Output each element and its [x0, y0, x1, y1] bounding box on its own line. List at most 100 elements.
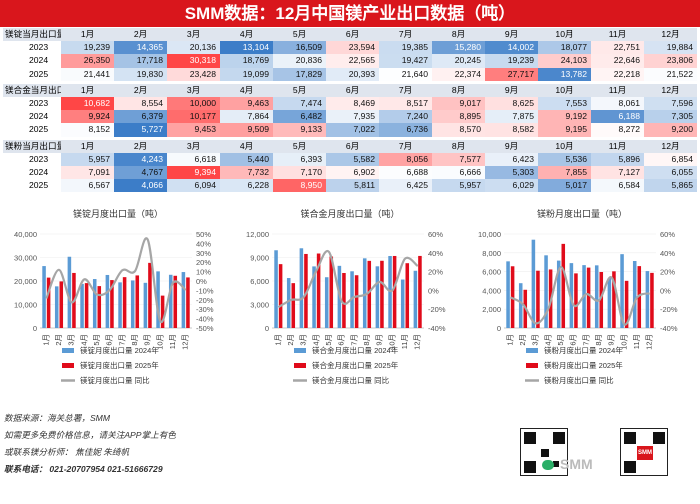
chart-title: 镁粉月度出口量（吨） [537, 208, 627, 219]
y-tick-label: 8,000 [482, 249, 501, 258]
yoy-line [45, 237, 187, 323]
table-cell: 9,463 [220, 96, 273, 111]
y-tick-label: 0 [497, 324, 501, 333]
bar-2025 [637, 266, 642, 328]
table-cell: 7,240 [379, 110, 432, 124]
table-cell: 8,625 [485, 96, 538, 111]
table-cell: 6,482 [273, 110, 326, 124]
table-cell: 7,596 [644, 96, 697, 111]
table-cell: 19,239 [485, 54, 538, 68]
y2-tick-label: -40% [660, 324, 678, 333]
x-tick-label: 8月 [594, 334, 603, 346]
table-row: 2024 9,924 6,379 10,177 7,864 6,482 7,935 7,240… [3, 110, 697, 124]
table-row: 2024 7,091 4,767 9,394 7,732 7,170 6,902 6,688 6… [3, 165, 697, 180]
x-tick-label: 10月 [155, 334, 164, 350]
legend-label: 镁合金月度出口量 2024年 [312, 345, 399, 355]
month-header: 12月 [644, 28, 697, 42]
table-cell: 8,554 [114, 96, 167, 111]
table-cell: 8,517 [379, 96, 432, 111]
table-cell: 8,061 [591, 96, 644, 111]
y2-tick-label: -40% [196, 315, 214, 324]
y2-tick-label: 60% [660, 230, 675, 239]
x-tick-label: 4月 [543, 334, 552, 346]
table-cell: 13,104 [220, 41, 273, 55]
bar-2024 [168, 274, 173, 328]
month-header: 11月 [591, 83, 644, 97]
y-tick-label: 6,000 [482, 268, 501, 277]
table-cell: 20,245 [432, 54, 485, 68]
x-tick-label: 9月 [143, 334, 152, 346]
y2-tick-label: -50% [196, 324, 214, 333]
bar-2024 [324, 277, 329, 328]
table-cell: 10,682 [61, 96, 114, 111]
bar-2025 [599, 272, 604, 328]
bar-2024 [506, 261, 510, 328]
table-cell: 7,732 [220, 165, 273, 180]
y-tick-label: 40,000 [14, 230, 37, 239]
table-cell: 22,751 [591, 41, 644, 55]
y2-tick-label: -10% [196, 286, 214, 295]
bar-2025 [316, 253, 321, 328]
table-row: 2025 21,441 19,830 23,428 19,099 17,829 20,393… [3, 67, 697, 81]
table-cell: 7,577 [432, 152, 485, 166]
y2-tick-label: 50% [196, 230, 211, 239]
y-tick-label: 0 [265, 324, 269, 333]
table-cell: 6,379 [114, 110, 167, 124]
table-cell: 5,811 [326, 179, 379, 193]
x-tick-label: 2月 [518, 334, 527, 346]
y-tick-label: 9,000 [250, 254, 269, 263]
table-cell: 6,854 [644, 152, 697, 166]
table-cell: 5,957 [61, 152, 114, 166]
table-cell: 23,428 [167, 67, 220, 81]
y2-tick-label: 20% [428, 268, 443, 277]
bar-2024 [274, 250, 278, 328]
y2-tick-label: 0% [428, 286, 439, 295]
table-cell: 6,029 [485, 179, 538, 193]
bar-2025 [561, 243, 566, 328]
table-cell: 14,365 [114, 41, 167, 55]
y-tick-label: 30,000 [14, 254, 37, 263]
y2-tick-label: 20% [660, 268, 675, 277]
bar-2025 [354, 275, 359, 328]
bar-2025 [304, 253, 308, 328]
bar-2024 [312, 266, 316, 328]
y-tick-label: 2,000 [482, 305, 501, 314]
table-cell: 7,855 [538, 165, 591, 180]
y2-tick-label: 0% [196, 277, 207, 286]
footer-phone: 联系电话： 021-20707954 021-51666729 [4, 464, 163, 474]
legend-label: 镁粉月度出口量 同比 [544, 375, 614, 385]
table-cell: 9,192 [538, 110, 591, 124]
bar-2024 [54, 286, 59, 328]
bar-2024 [143, 282, 148, 328]
bar-2024 [42, 266, 46, 328]
table-cell: 21,441 [61, 67, 114, 81]
table-cell: 10,000 [167, 96, 220, 111]
table-cell: 7,875 [485, 110, 538, 124]
table-cell: 6,425 [379, 179, 432, 193]
y2-tick-label: -40% [428, 324, 446, 333]
month-header: 1月 [61, 139, 114, 153]
export-table: 镁锭当月出口量 1月 2月 3月 4月 5月 6月 7月 8月 9月 10月 11月 12月 2023 19… [3, 28, 697, 193]
month-header: 8月 [432, 139, 485, 153]
bar-2025 [97, 286, 102, 328]
table-cell: 7,170 [273, 165, 326, 180]
page-title: SMM数据：12月中国镁产业出口数据（吨） [0, 0, 700, 27]
bar-2025 [574, 273, 578, 328]
legend-swatch-2024 [526, 348, 538, 353]
bar-2024 [299, 248, 304, 328]
month-header: 3月 [167, 28, 220, 42]
bar-2024 [80, 283, 84, 328]
month-header: 3月 [167, 139, 220, 153]
x-tick-label: 2月 [286, 334, 295, 346]
year-label: 2025 [3, 179, 61, 193]
table-cell: 19,830 [114, 67, 167, 81]
y2-tick-label: 40% [428, 249, 443, 258]
table-cell: 23,806 [644, 54, 697, 68]
bar-2024 [556, 260, 561, 328]
table-cell: 5,865 [644, 179, 697, 193]
bar-2024 [400, 279, 405, 328]
table-cell: 7,474 [273, 96, 326, 111]
legend-label: 镁锭月度出口量 2024年 [80, 345, 159, 355]
month-header: 12月 [644, 139, 697, 153]
table-cell: 22,565 [326, 54, 379, 68]
